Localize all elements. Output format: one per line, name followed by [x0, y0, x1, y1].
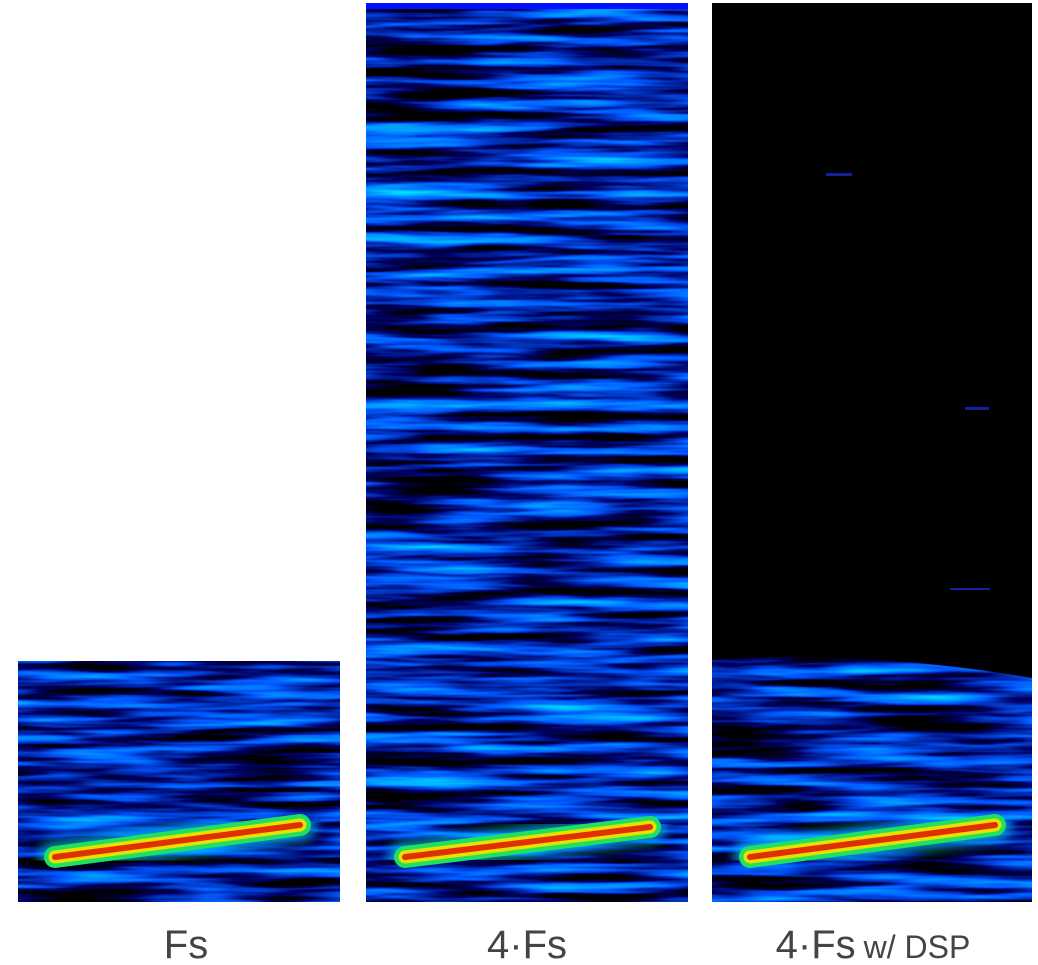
panel-note: w/ DSP	[863, 929, 971, 965]
panel-label: 4·Fs	[487, 923, 567, 965]
panel-label: 4·Fs	[776, 923, 856, 965]
spectrogram-4fs	[366, 3, 688, 902]
spectrogram-4fs-dsp	[712, 3, 1032, 902]
panel-label: Fs	[164, 923, 208, 965]
spectrogram-fs	[18, 661, 340, 902]
panel-label-group: 4·Fs w/ DSP	[776, 923, 971, 965]
